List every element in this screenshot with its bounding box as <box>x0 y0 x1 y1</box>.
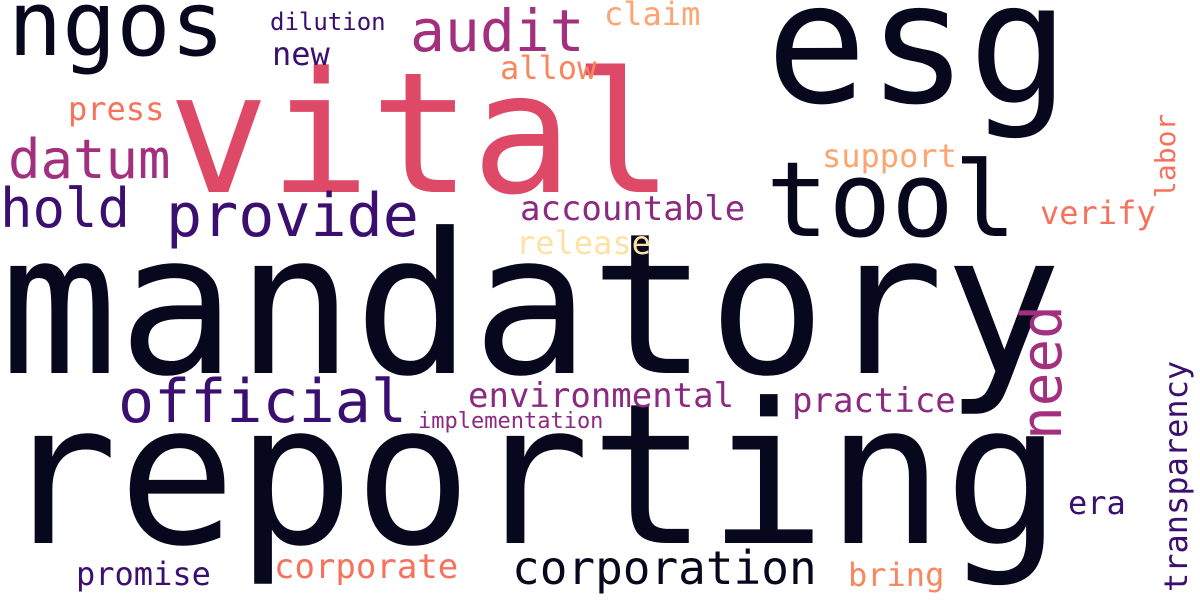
word-audit: audit <box>410 0 585 65</box>
word-corporation: corporation <box>512 541 817 595</box>
word-need: need <box>1010 305 1075 440</box>
word-datum: datum <box>8 128 171 191</box>
word-promise: promise <box>76 555 211 593</box>
word-release: release <box>516 224 651 262</box>
word-practice: practice <box>792 381 956 421</box>
word-labor: labor <box>1149 113 1182 198</box>
word-official: official <box>118 367 407 437</box>
word-new: new <box>272 35 330 73</box>
word-implementation: implementation <box>418 409 604 434</box>
word-tool: tool <box>766 139 1017 261</box>
word-ngos: ngos <box>8 0 225 77</box>
word-bring: bring <box>848 556 945 594</box>
word-dilution: dilution <box>270 8 386 36</box>
word-claim: claim <box>604 0 701 33</box>
word-hold: hold <box>0 177 131 240</box>
word-vital: vital <box>168 36 674 232</box>
word-transparency: transparency <box>1157 360 1195 592</box>
word-verify: verify <box>1040 194 1156 232</box>
word-mandatory: mandatory <box>0 192 1063 420</box>
word-corporate: corporate <box>274 547 459 587</box>
word-support: support <box>822 137 957 175</box>
word-era: era <box>1068 484 1126 522</box>
word-environmental: environmental <box>468 376 735 416</box>
word-accountable: accountable <box>520 189 746 229</box>
word-reporting: reporting <box>0 362 1063 590</box>
word-provide: provide <box>166 181 419 251</box>
word-allow: allow <box>500 49 597 87</box>
word-esg: esg <box>766 0 1070 142</box>
word-press: press <box>68 90 165 128</box>
